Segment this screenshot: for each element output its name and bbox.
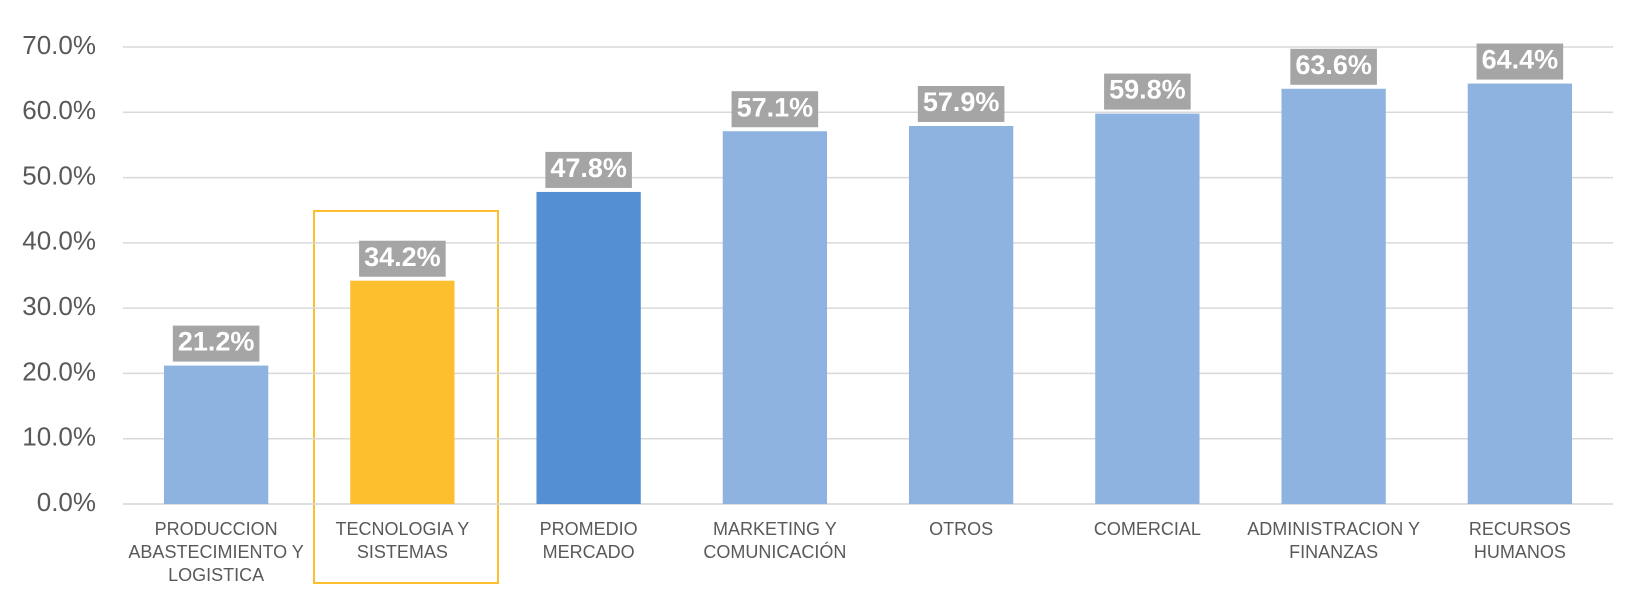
y-tick-label: 50.0%	[22, 160, 96, 190]
data-label: 59.8%	[1109, 75, 1186, 105]
bar	[536, 191, 641, 505]
bar	[908, 125, 1014, 504]
x-tick-label: TECNOLOGIA Y SISTEMAS	[335, 519, 470, 562]
data-label: 57.9%	[923, 87, 1000, 117]
y-tick-label: 70.0%	[22, 30, 96, 60]
y-tick-label: 0.0%	[37, 487, 96, 517]
data-label: 21.2%	[178, 327, 255, 357]
bar	[722, 131, 828, 504]
data-label-bg	[1104, 73, 1191, 110]
data-label-bg	[172, 325, 260, 362]
data-label-bg	[545, 151, 632, 188]
bar	[350, 280, 455, 504]
x-tick-label: RECURSOS HUMANOS	[1468, 519, 1571, 562]
highlight-box	[313, 210, 499, 584]
y-tick-label: 60.0%	[22, 95, 96, 125]
y-tick-label: 30.0%	[22, 291, 96, 321]
bar	[163, 365, 269, 504]
x-tick-label: COMERCIAL	[1093, 519, 1201, 539]
data-label-bg	[917, 85, 1005, 122]
data-label: 64.4%	[1482, 45, 1559, 75]
x-tick-label: OTROS	[929, 519, 994, 539]
data-label: 57.1%	[737, 92, 814, 122]
x-tick-label: PROMEDIO MERCADO	[539, 519, 638, 562]
bar	[1467, 83, 1573, 504]
bar	[1095, 113, 1200, 504]
data-label: 63.6%	[1295, 50, 1372, 80]
data-label-bg	[1290, 48, 1377, 85]
bar	[1281, 88, 1386, 504]
data-label-bg	[359, 240, 446, 277]
y-tick-label: 20.0%	[22, 356, 96, 386]
data-label: 47.8%	[550, 153, 627, 183]
data-label-bg	[731, 91, 819, 128]
data-label-bg	[1476, 43, 1564, 80]
x-tick-label: PRODUCCION ABASTECIMIENTO Y LOGISTICA	[128, 519, 304, 585]
data-label: 34.2%	[364, 242, 441, 272]
y-tick-label: 40.0%	[22, 226, 96, 256]
y-tick-label: 10.0%	[22, 422, 96, 452]
x-tick-label: MARKETING Y COMUNICACIÓN	[703, 519, 847, 562]
x-tick-label: ADMINISTRACION Y FINANZAS	[1247, 519, 1420, 562]
